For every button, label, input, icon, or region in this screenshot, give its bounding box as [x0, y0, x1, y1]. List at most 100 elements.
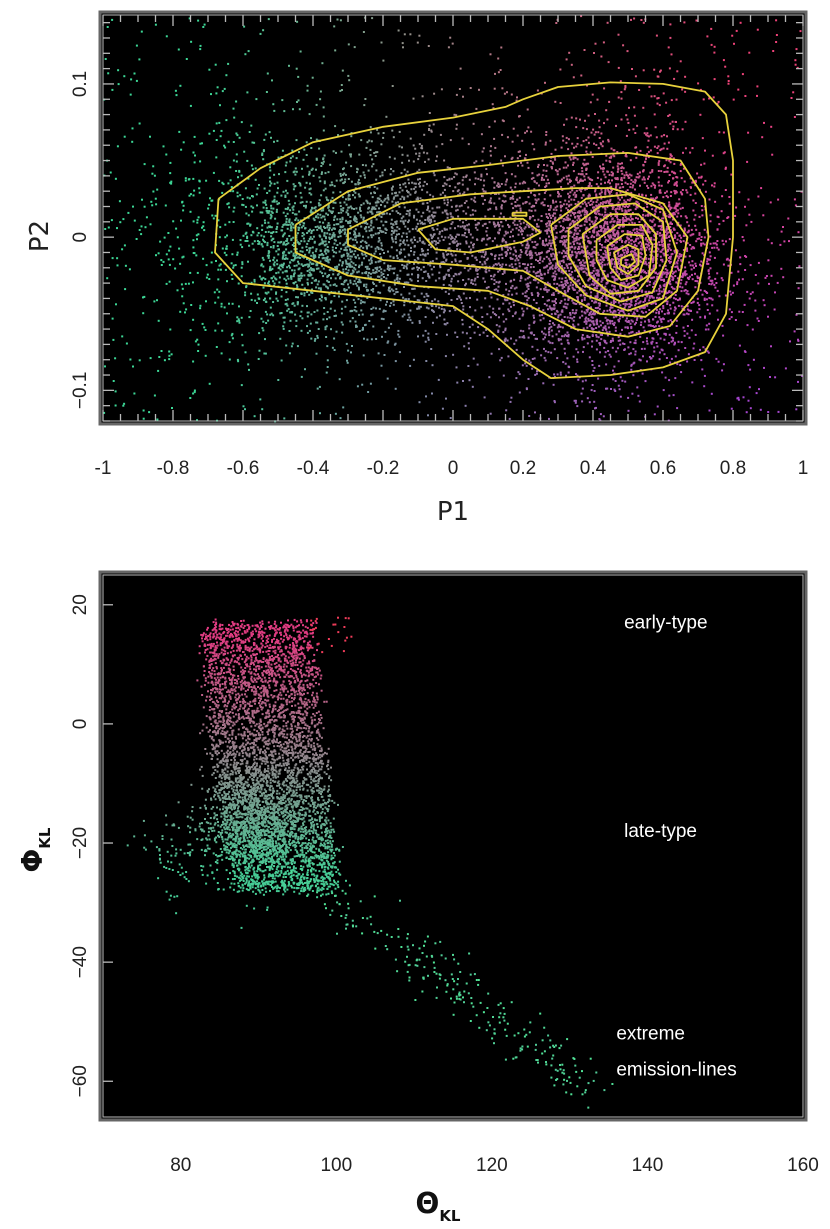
p1-point — [550, 266, 553, 269]
p1-point — [597, 253, 600, 256]
p1-point — [686, 221, 689, 224]
p1-point — [699, 113, 702, 116]
p1-point — [573, 225, 576, 228]
p1-point — [517, 233, 520, 236]
p1-point — [617, 251, 620, 254]
p1-point — [360, 263, 363, 266]
p1-point — [530, 209, 533, 212]
p1-point — [483, 199, 486, 201]
p1-point — [686, 325, 689, 327]
p1-point — [649, 272, 652, 274]
p1-point — [600, 188, 603, 191]
p1-point — [501, 257, 504, 259]
p1-point — [400, 293, 403, 296]
p1-point — [282, 233, 285, 236]
p1-point — [564, 352, 566, 355]
p1-point — [319, 227, 322, 230]
p1-point — [380, 268, 383, 271]
p1-point — [562, 294, 565, 297]
p1-point — [607, 240, 610, 242]
p1-point — [531, 294, 534, 296]
p1-point — [588, 401, 591, 404]
p1-point — [552, 307, 554, 310]
p1-point — [633, 323, 636, 326]
p1-point — [323, 312, 326, 315]
p1-point — [673, 262, 676, 265]
p1-point — [566, 256, 569, 259]
p1-point — [623, 199, 626, 202]
p1-point — [560, 342, 563, 345]
p1-point — [468, 347, 470, 350]
p1-point — [674, 190, 677, 193]
p1-point — [572, 240, 575, 243]
p1-point — [275, 297, 278, 300]
p1-point — [324, 218, 326, 221]
p1-point — [523, 227, 526, 230]
p1-point — [716, 272, 719, 275]
p1-point — [354, 196, 356, 199]
p1-point — [583, 209, 586, 212]
p1-point — [553, 257, 556, 260]
p1-point — [600, 297, 603, 300]
p1-point — [414, 190, 417, 193]
p1-point — [605, 200, 608, 203]
p1-point — [507, 223, 509, 226]
p1-point — [655, 278, 658, 281]
p1-point — [550, 166, 553, 169]
p1-point — [396, 233, 398, 236]
p1-point — [541, 314, 544, 316]
p1-point — [328, 227, 331, 229]
p1-point — [531, 367, 534, 370]
p1-point — [451, 221, 454, 224]
p1-point — [613, 228, 616, 231]
p1-point — [615, 185, 618, 188]
p1-point — [564, 280, 567, 282]
p1-point — [607, 280, 609, 283]
p1-point — [652, 197, 654, 200]
p1-point — [543, 273, 546, 276]
p1-point — [382, 310, 385, 313]
p1-point — [730, 311, 733, 314]
p1-point — [565, 374, 567, 377]
p1-point — [577, 275, 580, 278]
p1-point — [651, 340, 654, 343]
p1-point — [541, 251, 543, 254]
p1-point — [586, 227, 589, 230]
p1-point — [279, 337, 282, 340]
p1-point — [499, 359, 502, 362]
p1-point — [386, 201, 389, 204]
p1-point — [504, 337, 507, 340]
p1-point — [353, 230, 356, 233]
p1-point — [330, 277, 332, 280]
p1-point — [519, 222, 522, 225]
p1-point — [555, 236, 558, 239]
p1-point — [519, 209, 522, 212]
p1-point — [407, 281, 410, 284]
p1-point — [684, 283, 687, 286]
p1-point — [645, 157, 647, 160]
p1-point — [569, 242, 572, 245]
p1-point — [540, 202, 543, 205]
p1-point — [653, 326, 656, 328]
p1-point — [361, 239, 364, 242]
p1-point — [699, 316, 702, 319]
p1-point — [668, 243, 671, 246]
p1-point — [503, 234, 506, 237]
p1-point — [701, 214, 704, 217]
p1-point — [585, 247, 588, 250]
p1-point — [537, 218, 540, 221]
p1-point — [670, 340, 673, 343]
p1-point — [716, 246, 719, 249]
p1-point — [282, 316, 285, 319]
p1-point — [442, 239, 445, 241]
p1-point — [592, 269, 595, 272]
p1-point — [655, 329, 658, 332]
p1-point — [582, 264, 585, 267]
p1-point — [626, 206, 629, 208]
p1-point — [442, 283, 445, 286]
p1-point — [666, 135, 668, 138]
p1-point — [658, 244, 661, 246]
p1-point — [452, 240, 455, 243]
p1-point — [639, 241, 642, 244]
p1-point — [555, 302, 557, 305]
